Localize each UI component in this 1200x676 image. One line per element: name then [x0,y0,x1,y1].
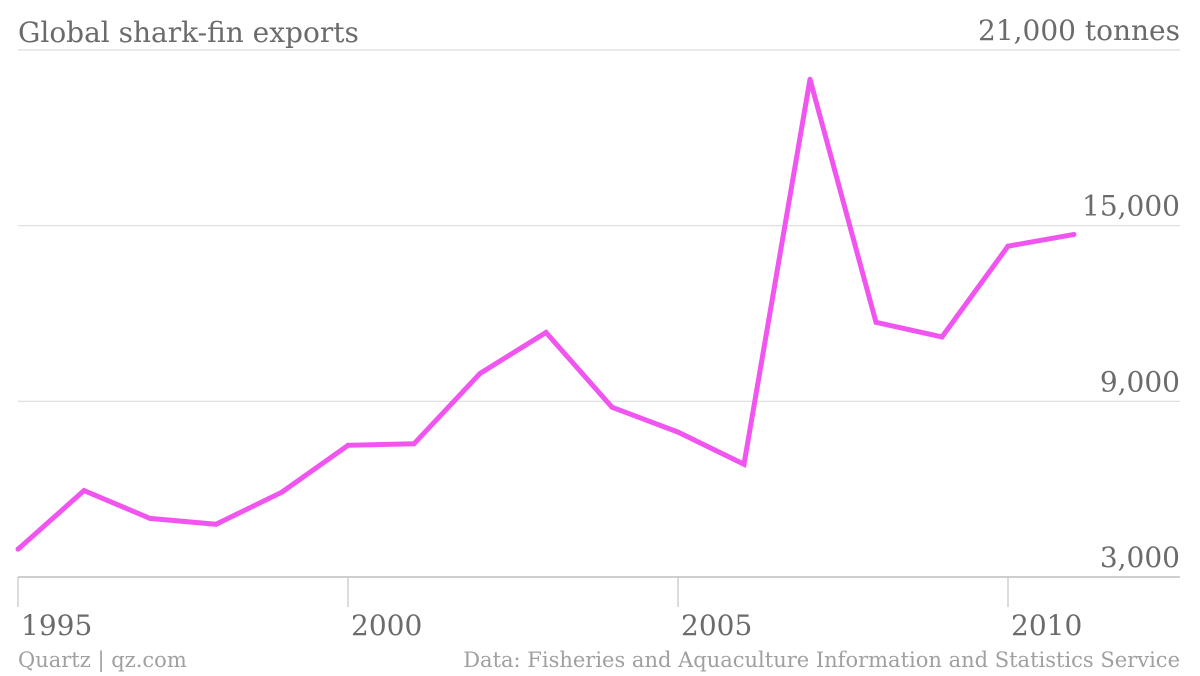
x-tick-label: 2000 [351,609,422,642]
data-point [543,330,549,336]
source-left: Quartz | qz.com [18,648,187,673]
data-point [1005,243,1011,249]
data-point [807,76,813,82]
data-point [147,515,153,521]
data-point [81,488,87,494]
data-point [411,441,417,447]
data-point [477,371,483,377]
series-layer [15,76,1077,552]
data-point [939,334,945,340]
data-point [609,404,615,410]
y-tick-label: 9,000 [1100,365,1180,398]
x-tick-label: 1995 [21,609,92,642]
data-point [213,521,219,527]
data-point [1071,231,1077,237]
data-point [873,319,879,325]
chart-title: Global shark-fin exports [18,16,359,49]
data-point [675,429,681,435]
gridlines [18,49,1180,578]
y-tick-label: 15,000 [1082,190,1180,223]
data-point [741,461,747,467]
x-tick-label: 2005 [681,609,752,642]
x-tick-labels: 1995 2000 2005 2010 [21,609,1082,642]
x-tick-marks [17,577,1009,607]
source-right: Data: Fisheries and Aquaculture Informat… [463,648,1180,672]
data-point [15,546,21,552]
data-point [279,489,285,495]
y-tick-labels: 21,000 tonnes 15,000 9,000 3,000 [978,14,1180,574]
data-point [345,442,351,448]
x-tick-label: 2010 [1011,609,1082,642]
y-tick-label: 3,000 [1100,541,1180,574]
y-tick-label: 21,000 tonnes [978,14,1180,47]
series-line [16,78,1075,552]
